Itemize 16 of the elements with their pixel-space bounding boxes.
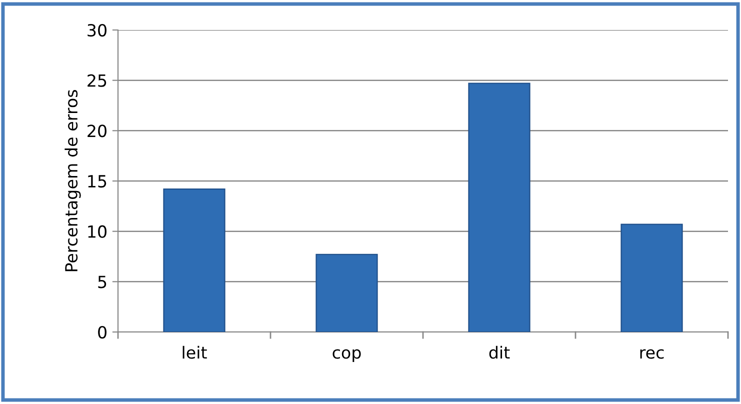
bar — [620, 224, 683, 332]
x-tick-label: rec — [640, 349, 664, 359]
bar — [316, 254, 378, 332]
bar — [468, 82, 530, 332]
y-tick-label: 10 — [88, 225, 106, 238]
x-tick-label: cop — [332, 349, 361, 362]
y-tick-label: 5 — [98, 276, 106, 288]
y-tick-label: 0 — [98, 326, 106, 339]
y-tick-label: 30 — [88, 24, 106, 37]
x-tick-label: dit — [489, 346, 510, 359]
y-tick-label: 20 — [88, 124, 106, 138]
y-tick-label: 15 — [88, 175, 106, 188]
x-tick-label: leit — [182, 346, 207, 359]
bar — [163, 188, 226, 332]
y-axis-title: Percentagem de erros — [64, 90, 81, 272]
y-tick-label: 25 — [88, 74, 106, 87]
